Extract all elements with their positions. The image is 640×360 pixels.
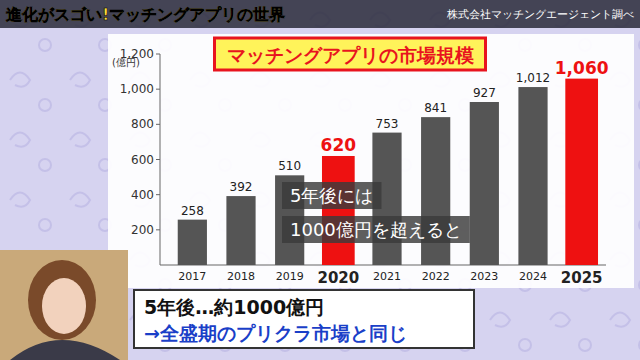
data-label: 620 [321, 135, 357, 155]
person-face [42, 278, 86, 334]
x-tick-label: 2017 [178, 270, 206, 283]
bar [178, 220, 207, 265]
y-tick [156, 124, 160, 125]
person-bg [0, 250, 128, 360]
stage: 進化がスゴい!マッチングアプリの世界 株式会社マッチングエージェント調べ 200 40… [0, 0, 640, 360]
annotation: 1000億円を超えると [290, 219, 462, 240]
annotation: 5年後には [290, 185, 373, 206]
bar [322, 156, 355, 265]
x-tick-label: 2018 [227, 270, 255, 283]
banner: 進化がスゴい!マッチングアプリの世界 [5, 5, 285, 24]
x-tick-label: 2025 [561, 269, 603, 287]
y-tick [156, 194, 160, 195]
bars [178, 79, 598, 265]
chart-title: マッチングアプリの市場規模 [227, 44, 474, 66]
x-tick-label: 2021 [373, 270, 401, 283]
data-label: 841 [424, 101, 447, 115]
y-tick [156, 159, 160, 160]
y-tick-label: 1,000 [120, 82, 154, 96]
source: 株式会社マッチングエージェント調べ [446, 8, 634, 21]
title-box [215, 38, 486, 70]
caption-line2: →全盛期のプリクラ市場と同じ [144, 322, 407, 344]
y-tick [156, 229, 160, 230]
y-label: (億円) [112, 57, 140, 68]
caption-line1: 5年後…約1000億円 [144, 296, 324, 318]
x-tick-label: 2023 [470, 270, 498, 283]
x-tick-label: 2022 [422, 270, 450, 283]
data-label: 392 [230, 180, 253, 194]
bar [518, 87, 547, 265]
x-tick-label: 2024 [519, 270, 547, 283]
header-strip [0, 0, 640, 28]
person-body [10, 340, 120, 360]
data-label: 510 [278, 159, 301, 173]
data-label: 753 [376, 117, 399, 131]
y-tick-label: 400 [131, 188, 154, 202]
y-tick [156, 54, 160, 55]
y-tick-label: 200 [131, 223, 154, 237]
bar [226, 196, 255, 265]
chart-panel [108, 34, 634, 288]
person-hair [28, 260, 96, 340]
data-label: 1,060 [555, 58, 609, 78]
annotation-box [282, 216, 470, 243]
caption-box [134, 290, 474, 348]
y-tick-label: 600 [131, 153, 154, 167]
y-tick-label: 800 [131, 117, 154, 131]
bar [565, 79, 598, 265]
bar [470, 102, 499, 265]
y-tick [156, 89, 160, 90]
x-tick-label: 2019 [276, 270, 304, 283]
data-label: 1,012 [516, 71, 550, 85]
data-label: 927 [473, 86, 496, 100]
background [0, 0, 640, 360]
x-tick-label: 2020 [317, 269, 359, 287]
annotation-box [282, 182, 381, 209]
data-label: 258 [181, 204, 204, 218]
